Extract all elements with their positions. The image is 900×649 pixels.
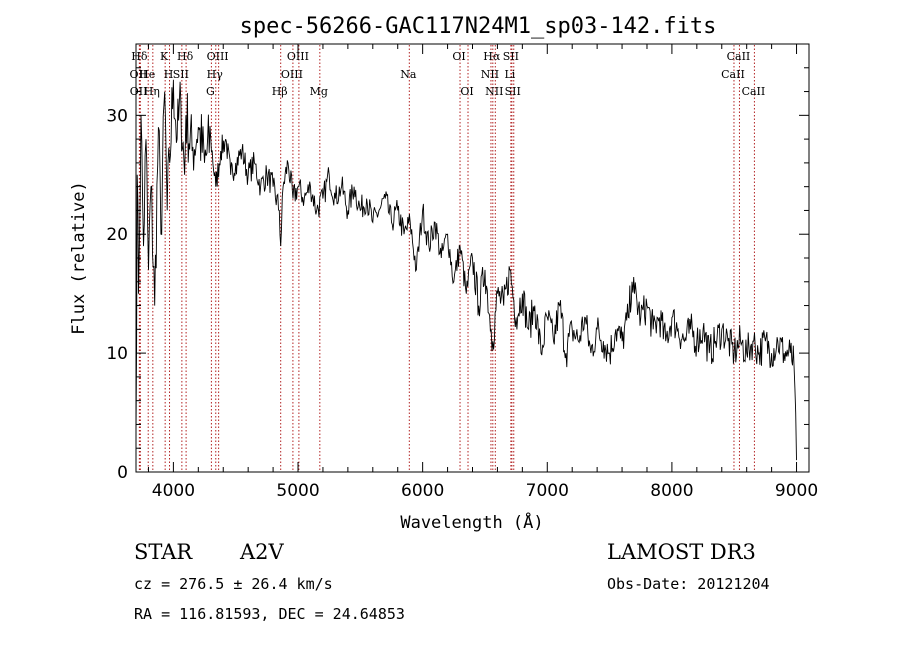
- spectral-line-label: Na: [400, 68, 417, 81]
- spectral-line-label: OI: [452, 50, 465, 63]
- spectral-line-label: SII: [505, 85, 521, 98]
- y-tick-label: 30: [106, 106, 128, 126]
- object-class: STAR: [134, 540, 193, 564]
- spectral-line-label: OIII: [281, 68, 303, 81]
- spectral-line-label: OI: [460, 85, 473, 98]
- observation-date: Obs-Date: 20121204: [607, 575, 770, 593]
- x-tick-label: 6000: [401, 481, 444, 501]
- spectral-line-label: Hδ: [131, 50, 148, 63]
- y-tick-label: 10: [106, 344, 128, 364]
- coordinates: RA = 116.81593, DEC = 24.64853: [134, 605, 405, 623]
- x-tick-label: 4000: [152, 481, 195, 501]
- spectral-line-label: CaII: [742, 85, 766, 98]
- spectrum-line: [135, 79, 797, 461]
- survey-name: LAMOST DR3: [607, 540, 756, 564]
- plot-frame: [135, 43, 810, 473]
- x-tick-label: 8000: [650, 481, 693, 501]
- spectral-line-label: OIII: [207, 50, 229, 63]
- spectral-lines: [138, 45, 755, 472]
- x-tick-label: 7000: [526, 481, 569, 501]
- spectral-line-label: OIII: [287, 50, 309, 63]
- object-subclass: A2V: [239, 540, 285, 564]
- redshift-cz: cz = 276.5 ± 26.4 km/s: [134, 575, 333, 593]
- spectrum-series: [135, 79, 797, 461]
- y-tick-label: 0: [117, 463, 128, 483]
- spectral-line-label: Hδ: [177, 50, 194, 63]
- spectral-line-label: OII: [130, 68, 148, 81]
- spectral-line-label: NII: [485, 85, 503, 98]
- x-tick-label: 9000: [775, 481, 818, 501]
- axis-ticks: 4000 5000 6000 7000 8000 9000 0 10 20 30: [106, 43, 818, 501]
- spectral-line-label: K: [160, 50, 169, 63]
- spectral-line-label: Mg: [310, 85, 328, 98]
- spectral-line-label: SII: [503, 50, 519, 63]
- spectral-line-label: Hβ: [272, 85, 288, 98]
- y-axis-label: Flux (relative): [69, 181, 89, 335]
- spectral-line-label: Hα: [483, 50, 501, 63]
- spectral-line-label: Hη: [144, 85, 160, 98]
- spectral-line-label: H: [164, 68, 174, 81]
- spectral-line-label: He: [139, 68, 155, 81]
- spectral-line-label: CaII: [727, 50, 751, 63]
- x-axis-label: Wavelength (Å): [400, 511, 543, 533]
- spectral-line-label: CaII: [721, 68, 745, 81]
- spectral-line-label: Li: [504, 68, 515, 81]
- x-tick-label: 5000: [276, 481, 319, 501]
- spectral-line-label: NII: [481, 68, 499, 81]
- y-tick-label: 20: [106, 225, 128, 245]
- spectral-line-label: SII: [173, 68, 189, 81]
- spectral-line-label: Hγ: [207, 68, 224, 81]
- chart-title: spec-56266-GAC117N24M1_sp03-142.fits: [240, 14, 717, 39]
- spectral-line-label: G: [206, 85, 215, 98]
